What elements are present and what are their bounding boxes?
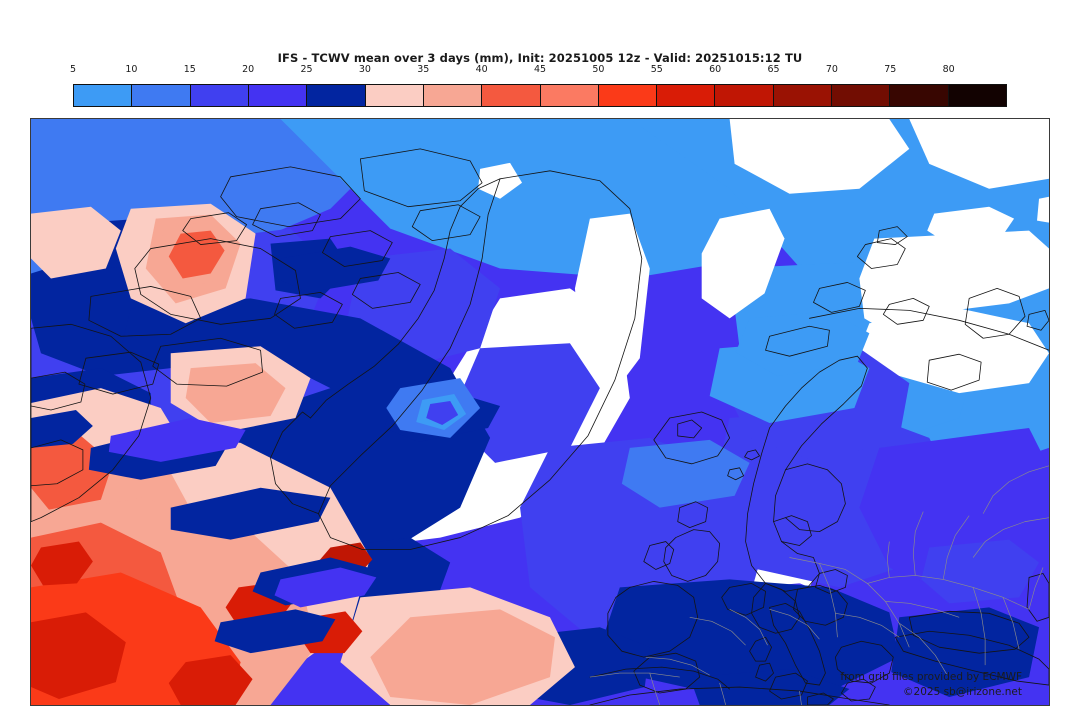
colorbar-swatch-50 [598, 85, 658, 106]
colorbar-swatch-25 [307, 85, 366, 106]
colorbar-swatch-75 [890, 85, 949, 106]
colorbar-tick-35: 35 [417, 64, 430, 75]
colorbar-tick-45: 45 [533, 64, 547, 75]
coastline-layer [31, 148, 1049, 705]
colorbar-tick-5: 5 [69, 64, 77, 75]
colorbar-tick-60: 60 [709, 64, 722, 75]
colorbar-swatches [73, 84, 1007, 107]
colorbar: 5 10 15 20 25 30 35 40 45 50 55 60 65 70 75 80 [69, 64, 1007, 107]
page-title: IFS - TCWV mean over 3 days (mm), Init: … [277, 51, 803, 65]
colorbar-swatch-45 [540, 85, 599, 106]
tcwv-field-map [31, 119, 1049, 705]
colorbar-swatch-70 [832, 85, 891, 106]
colorbar-swatch-65 [773, 85, 833, 106]
colorbar-tick-70: 70 [825, 64, 838, 75]
colorbar-swatch-20 [248, 85, 308, 106]
colorbar-tick-10: 10 [125, 64, 138, 75]
colorbar-tick-75: 75 [884, 64, 897, 75]
colorbar-swatch-15 [190, 85, 249, 106]
colorbar-tick-40: 40 [475, 64, 488, 75]
colorbar-tick-25: 25 [300, 64, 313, 75]
colorbar-tick-15: 15 [183, 64, 196, 75]
colorbar-swatch-35 [423, 85, 483, 106]
colorbar-swatch-30 [365, 85, 424, 106]
map-panel[interactable] [30, 118, 1050, 706]
field-layer [31, 119, 1049, 705]
colorbar-swatch-80 [948, 85, 1006, 106]
colorbar-swatch-55 [657, 85, 716, 106]
colorbar-swatch-10 [132, 85, 191, 106]
colorbar-tick-65: 65 [767, 64, 780, 75]
colorbar-swatch-60 [715, 85, 774, 106]
colorbar-tick-55: 55 [650, 64, 663, 75]
border-layer [589, 465, 1049, 705]
colorbar-swatch-5 [74, 85, 133, 106]
colorbar-tick-80: 80 [942, 64, 955, 75]
colorbar-tick-20: 20 [242, 64, 255, 75]
colorbar-swatch-40 [482, 85, 541, 106]
colorbar-tick-30: 30 [358, 64, 371, 75]
colorbar-tick-50: 50 [592, 64, 605, 75]
colorbar-tick-labels: 5 10 15 20 25 30 35 40 45 50 55 60 65 70 75 80 [69, 64, 1007, 84]
